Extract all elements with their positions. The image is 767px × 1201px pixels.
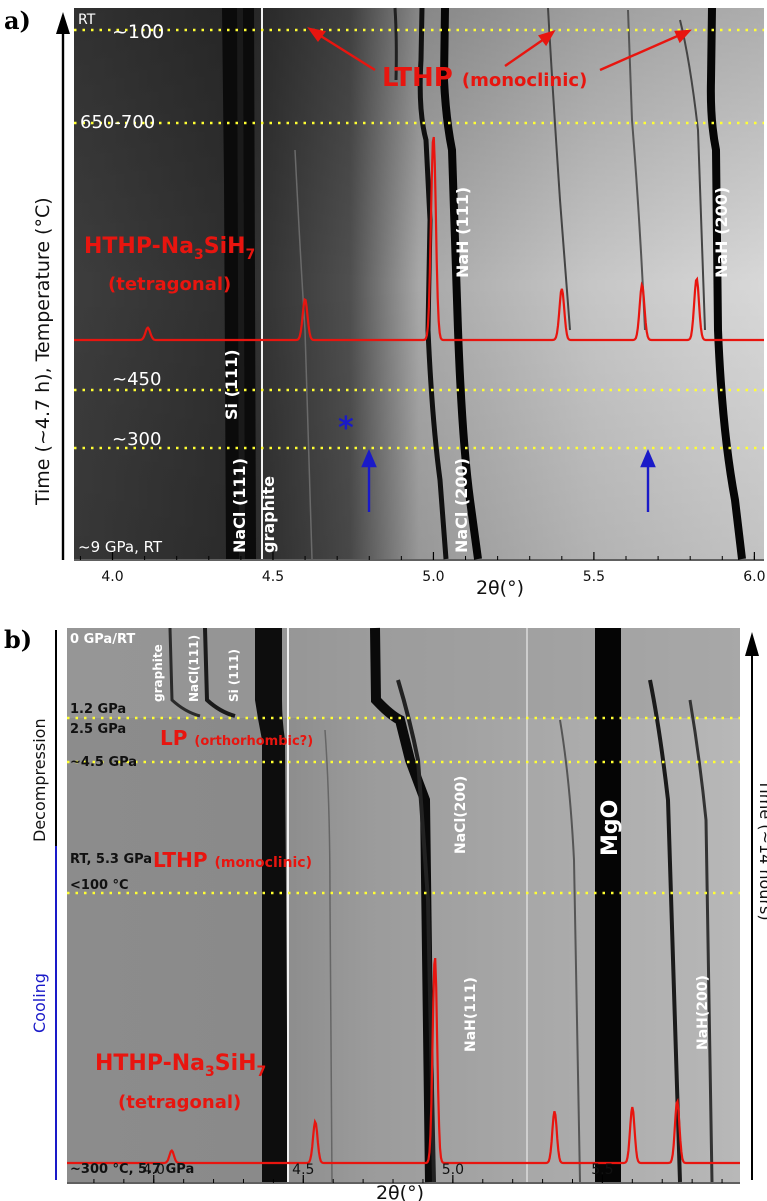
x-axis-title-b: 2θ(°): [376, 1182, 424, 1201]
label-nah200: NaH (200): [712, 187, 731, 278]
marker-label-0gpa: 0 GPa/RT: [70, 632, 135, 647]
trace-lthp-4: [679, 19, 706, 331]
x-tick-label-b: 4.5: [292, 1162, 314, 1178]
decompression-label: Decompression: [30, 718, 49, 842]
trace-nah111-b: [396, 679, 436, 1183]
lthp-arrow-3: [599, 32, 683, 72]
marker-label-300c: ~300 °C, 5.7 GPa: [70, 1162, 194, 1177]
trace-lthp-2: [547, 7, 571, 331]
simulated-pattern-b: [67, 957, 740, 1165]
x-tick-label-b: 5.5: [591, 1162, 613, 1178]
x-tick-label-b: 5.0: [442, 1162, 464, 1178]
label-graphite-b: graphite: [151, 644, 165, 702]
reflection-traces-b: [168, 627, 714, 1183]
y-axis-b: Decompression Cooling Time (~14 hours): [30, 630, 767, 1180]
label-nacl111-b: NaCl(111): [187, 635, 201, 702]
panel-b: b) 0 GPa/RT 1.2 GPa 2.5 GPa: [4, 625, 767, 1201]
trace-weak-1: [294, 149, 313, 560]
time-axis-arrow-b: [745, 632, 759, 656]
blue-arrow-head-2: [640, 448, 656, 468]
x-tick-label-a: 5.0: [422, 569, 444, 585]
label-mgo: MgO: [598, 800, 623, 856]
marker-label-100: ~100: [112, 21, 164, 43]
phase-label-tetragonal: (tetragonal): [108, 274, 231, 295]
lthp-arrow-1: [315, 31, 376, 72]
trace-weak-b-3: [324, 729, 333, 1183]
marker-label-2-5-gpa: 2.5 GPa: [70, 722, 126, 737]
label-nacl200-b: NaCl(200): [453, 776, 469, 854]
trace-si111-b: [255, 628, 288, 1182]
trace-weak-b-1: [688, 699, 714, 1183]
trace-nacl200-b: [370, 627, 435, 1183]
trace-weak-b-2: [559, 719, 581, 1183]
phase-label-lthp-b: LTHP (monoclinic): [153, 848, 312, 872]
corner-label-pressure: ~9 GPa, RT: [78, 538, 163, 556]
phase-label-lp: LP (orthorhombic?): [160, 726, 313, 750]
marker-label-rt-5-3-gpa: RT, 5.3 GPa: [70, 852, 152, 867]
label-si111-b: Si (111): [227, 649, 241, 702]
cooling-label: Cooling: [30, 973, 49, 1033]
marker-label-450: ~450: [112, 369, 161, 390]
lthp-arrow-head-2: [538, 29, 556, 47]
lthp-arrows: [307, 27, 692, 72]
time-label-b: Time (~14 hours): [756, 779, 767, 921]
trace-lthp-1: [393, 7, 398, 81]
trace-si111: [237, 7, 245, 560]
label-nah111-b: NaH(111): [463, 977, 479, 1052]
x-tick-label-a: 6.0: [743, 569, 765, 585]
star-marker: *: [338, 411, 354, 446]
lthp-arrow-2: [504, 36, 548, 67]
y-axis-title-a: Time (~4.7 h), Temperature (°C): [32, 197, 54, 506]
x-tick-label-a: 4.5: [262, 569, 284, 585]
annotations-b: 0 GPa/RT 1.2 GPa 2.5 GPa ~4.5 GPa RT, 5.…: [70, 632, 711, 1177]
marker-rt: RT: [78, 12, 96, 28]
lthp-arrow-head-1: [307, 27, 327, 43]
x-axis-a: 2θ(°) 4.0 4.5 5.0 5.5 6.0: [74, 552, 766, 599]
marker-label-100c: <100 °C: [70, 878, 129, 893]
trace-nah200-b: [648, 679, 682, 1183]
panel-a: a) RT ~100 650-700 ~450: [4, 6, 766, 599]
label-nah111: NaH (111): [453, 187, 472, 278]
x-tick-label-a: 4.0: [101, 569, 123, 585]
label-nacl200: NaCl (200): [452, 458, 471, 553]
trace-nah200: [706, 7, 746, 560]
label-graphite: graphite: [259, 476, 278, 553]
phase-label-tetragonal-b: (tetragonal): [118, 1092, 241, 1113]
reflection-traces-a: [222, 7, 746, 560]
lthp-arrow-head-3: [674, 29, 692, 44]
simulated-pattern-a: [74, 136, 764, 342]
x-axis-title-a: 2θ(°): [476, 577, 524, 599]
marker-label-650-700: 650-700: [80, 112, 155, 133]
trace-nacl111-b: [203, 627, 236, 718]
trace-nah111: [439, 7, 482, 560]
blue-arrow-head-1: [361, 448, 377, 468]
marker-lines-b: [67, 716, 740, 895]
label-si111: Si (111): [222, 349, 241, 420]
trace-graphite-b: [168, 627, 201, 718]
label-nah200-b: NaH(200): [695, 975, 711, 1050]
marker-label-4-5-gpa: ~4.5 GPa: [70, 755, 137, 770]
panel-a-label: a): [4, 6, 31, 35]
annotations-a: RT ~100 650-700 ~450 ~300 ~9 GPa, RT Si …: [78, 12, 731, 556]
blue-arrows: [361, 448, 656, 512]
phase-label-hthp: HTHP-Na3SiH7: [84, 234, 255, 263]
panel-b-label: b): [4, 625, 32, 654]
marker-label-300: ~300: [112, 429, 161, 450]
phase-label-hthp-b: HTHP-Na3SiH7: [95, 1051, 266, 1080]
time-axis-arrow-a: [56, 12, 70, 34]
y-axis-a: Time (~4.7 h), Temperature (°C): [32, 12, 70, 560]
x-tick-label-a: 5.5: [583, 569, 605, 585]
label-nacl111: NaCl (111): [230, 458, 249, 553]
marker-label-1-2-gpa: 1.2 GPa: [70, 702, 126, 717]
x-tick-label-b: 4.0: [143, 1162, 165, 1178]
x-axis-b: 2θ(°) 4.0 4.5 5.0 5.5: [67, 1162, 740, 1201]
phase-label-lthp: LTHP (monoclinic): [382, 63, 587, 93]
